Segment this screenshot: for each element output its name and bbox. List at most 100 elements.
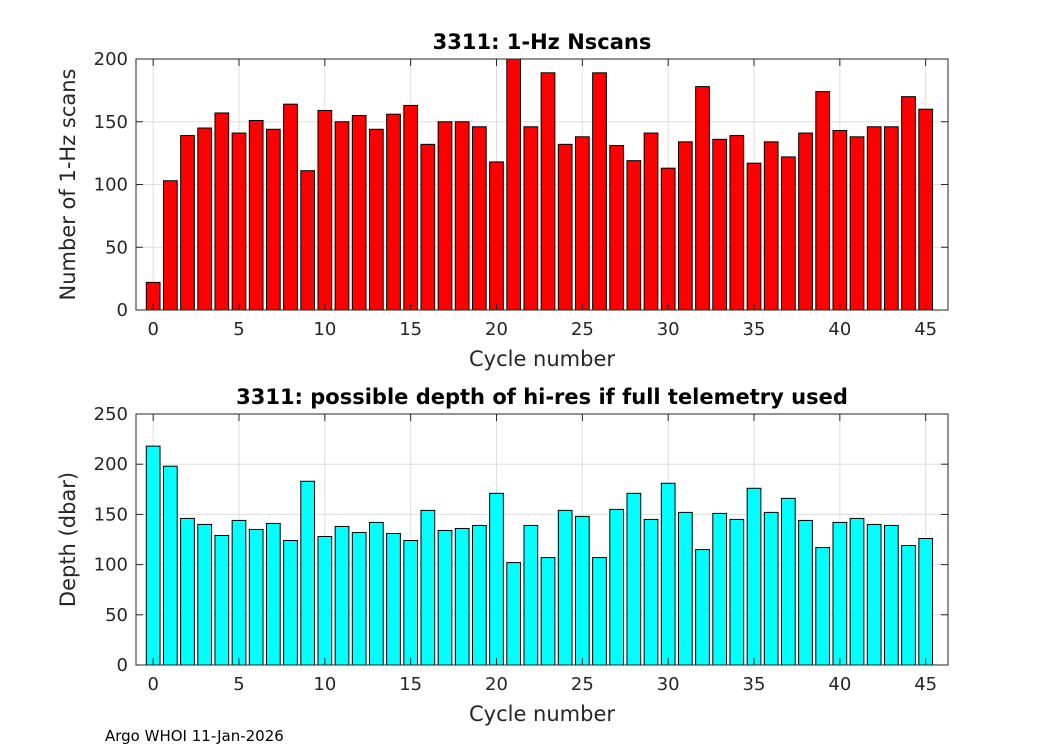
bar-cycle-36 bbox=[763, 511, 779, 666]
bar-cycle-31 bbox=[677, 511, 693, 666]
bar-cycle-32 bbox=[695, 86, 710, 311]
bar-cycle-34 bbox=[729, 135, 745, 311]
x-tick-labels: 0 5 10 15 20 25 30 35 40 45 bbox=[147, 59, 937, 340]
bar-cycle-4 bbox=[214, 534, 230, 666]
bar-cycle-20 bbox=[489, 161, 504, 311]
y-axis-label: Depth (dbar) bbox=[56, 472, 80, 607]
x-tick-label: 40 bbox=[828, 319, 851, 340]
bar-cycle-38 bbox=[798, 132, 813, 311]
bar-cycle-25 bbox=[574, 515, 590, 666]
bar-cycle-14 bbox=[386, 113, 401, 311]
bar-cycle-35 bbox=[746, 487, 762, 666]
x-axis-label: Cycle number bbox=[469, 347, 615, 371]
x-tick-label: 5 bbox=[233, 319, 244, 340]
bar-cycle-18 bbox=[454, 527, 470, 666]
y-tick-label: 150 bbox=[94, 112, 128, 133]
x-tick-label: 35 bbox=[743, 319, 766, 340]
x-tick-label: 25 bbox=[571, 319, 594, 340]
bar-cycle-10 bbox=[317, 109, 333, 311]
plot-frame bbox=[135, 413, 949, 666]
bar-cycle-7 bbox=[265, 522, 281, 666]
bar-cycle-10 bbox=[317, 535, 333, 666]
bar-cycle-24 bbox=[557, 143, 573, 311]
bar-cycle-20 bbox=[489, 492, 504, 666]
bar-cycle-5 bbox=[231, 519, 247, 666]
bar-cycle-38 bbox=[798, 519, 813, 666]
bar-cycle-9 bbox=[300, 170, 316, 311]
bar-cycle-22 bbox=[523, 126, 539, 311]
bar-cycle-11 bbox=[334, 525, 350, 666]
bar-cycle-12 bbox=[351, 531, 367, 666]
bar-cycle-13 bbox=[368, 128, 384, 311]
bar-cycle-12 bbox=[351, 114, 367, 311]
y-tick-label: 250 bbox=[94, 404, 128, 425]
x-tick-label: 10 bbox=[313, 319, 336, 340]
bar-cycle-37 bbox=[780, 497, 796, 666]
y-axis-label: Number of 1-Hz scans bbox=[56, 69, 80, 301]
bar-cycle-34 bbox=[729, 518, 745, 666]
bar-cycle-15 bbox=[403, 540, 419, 666]
x-tick-label: 10 bbox=[313, 674, 336, 695]
bar-cycle-36 bbox=[763, 141, 779, 311]
bar-cycle-39 bbox=[815, 91, 831, 311]
x-tick-label: 45 bbox=[914, 319, 937, 340]
y-tick-label: 150 bbox=[94, 504, 128, 525]
bar-cycle-27 bbox=[609, 145, 625, 311]
bar-cycle-30 bbox=[660, 167, 676, 311]
bar-cycle-31 bbox=[677, 141, 693, 311]
bar-cycle-1 bbox=[162, 180, 178, 311]
bar-cycle-41 bbox=[849, 517, 865, 666]
x-tick-label: 40 bbox=[828, 674, 851, 695]
x-tick-label: 30 bbox=[657, 319, 680, 340]
chart-nscans: 3311: 1-Hz Nscans 0 5 10 15 20 25 30 35 40 45 0 50… bbox=[56, 30, 949, 371]
bar-cycle-11 bbox=[334, 121, 350, 311]
x-tick-label: 45 bbox=[914, 674, 937, 695]
x-tick-label: 5 bbox=[233, 674, 244, 695]
y-tick-label: 50 bbox=[105, 605, 128, 626]
bar-cycle-7 bbox=[265, 128, 281, 311]
bar-cycle-19 bbox=[471, 126, 487, 311]
y-tick-labels: 0 50 100 150 200 250 bbox=[94, 404, 948, 676]
bar-cycle-42 bbox=[866, 126, 882, 311]
bar-cycle-33 bbox=[712, 138, 728, 311]
bar-cycle-2 bbox=[180, 517, 195, 666]
bar-cycle-4 bbox=[214, 112, 230, 311]
bar-cycle-3 bbox=[197, 523, 213, 666]
bar-cycle-18 bbox=[454, 121, 470, 311]
bar-cycle-3 bbox=[197, 127, 213, 311]
y-tick-labels: 0 50 100 150 200 bbox=[94, 49, 948, 321]
bar-cycle-37 bbox=[780, 156, 796, 311]
bar-cycle-23 bbox=[540, 72, 556, 311]
bar-cycle-42 bbox=[866, 523, 882, 666]
x-tick-label: 20 bbox=[485, 674, 508, 695]
x-tick-label: 0 bbox=[147, 319, 158, 340]
bar-cycle-39 bbox=[815, 547, 831, 666]
bar-cycle-15 bbox=[403, 104, 419, 311]
bar-cycle-45 bbox=[918, 537, 934, 666]
bar-cycle-2 bbox=[180, 135, 195, 311]
x-tick-label: 15 bbox=[399, 319, 422, 340]
bar-cycle-28 bbox=[626, 492, 642, 666]
x-tick-label: 0 bbox=[147, 674, 158, 695]
chart-depth: 3311: possible depth of hi-res if full t… bbox=[56, 385, 949, 726]
y-tick-label: 50 bbox=[105, 237, 128, 258]
bar-cycle-21 bbox=[506, 562, 522, 666]
bar-cycle-43 bbox=[883, 524, 899, 666]
x-axis-label: Cycle number bbox=[469, 702, 615, 726]
bar-cycle-44 bbox=[901, 96, 916, 311]
x-tick-label: 15 bbox=[399, 674, 422, 695]
y-tick-label: 200 bbox=[94, 49, 128, 70]
bar-cycle-5 bbox=[231, 132, 247, 311]
bar-cycle-45 bbox=[918, 108, 934, 311]
bar-series bbox=[145, 445, 934, 666]
x-tick-labels: 0 5 10 15 20 25 30 35 40 45 bbox=[147, 414, 937, 695]
bar-cycle-29 bbox=[643, 518, 659, 666]
y-tick-label: 200 bbox=[94, 454, 128, 475]
y-tick-label: 100 bbox=[94, 175, 128, 196]
bar-cycle-0 bbox=[145, 445, 161, 666]
bar-cycle-26 bbox=[592, 72, 607, 311]
bar-cycle-13 bbox=[368, 521, 384, 666]
bar-cycle-33 bbox=[712, 512, 728, 666]
bar-cycle-40 bbox=[832, 521, 848, 666]
